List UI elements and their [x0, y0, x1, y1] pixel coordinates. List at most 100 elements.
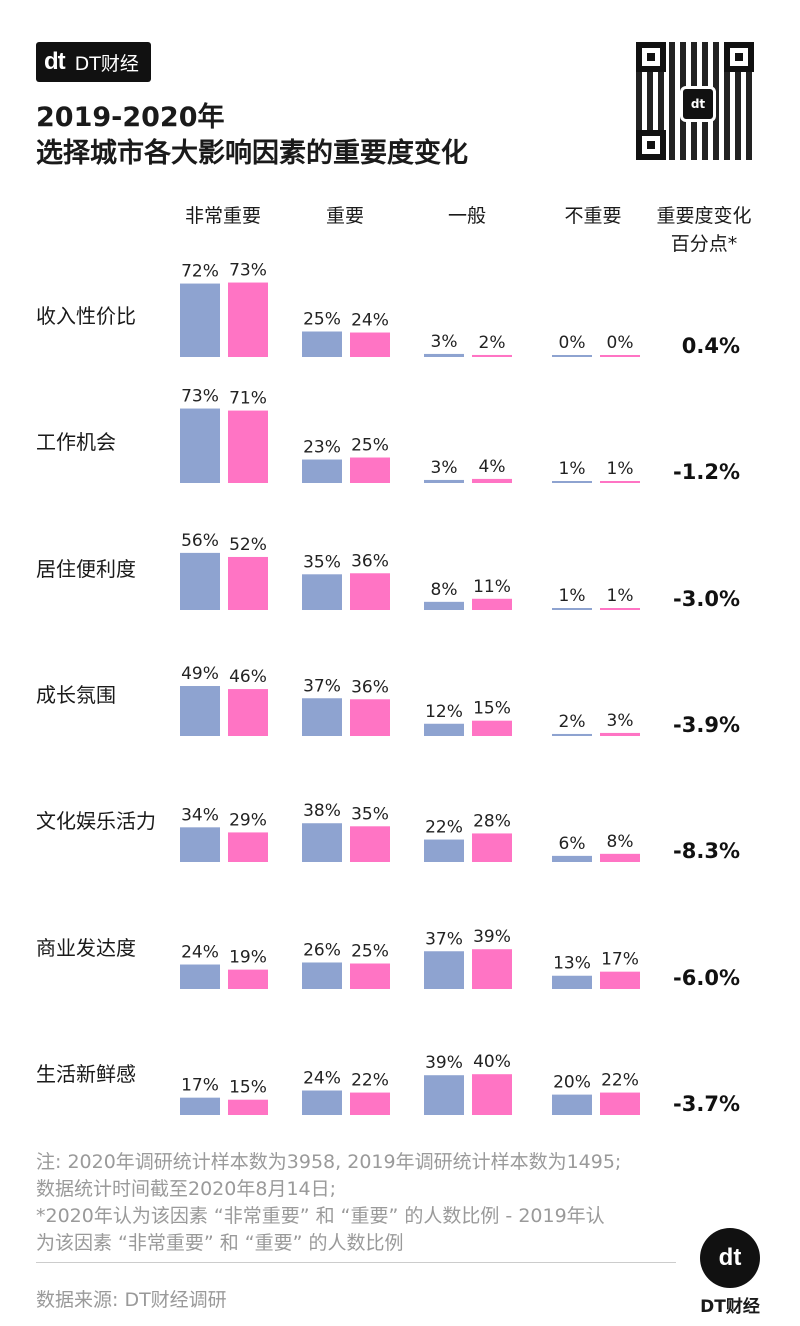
data-label: 22%	[425, 818, 463, 838]
data-label: 17%	[181, 1076, 219, 1096]
row-label: 生活新鲜感	[36, 1062, 136, 1086]
change-value: 0.4%	[682, 334, 740, 358]
data-label: 24%	[181, 943, 219, 963]
row-label: 收入性价比	[36, 304, 136, 328]
data-label: 4%	[479, 457, 506, 477]
qr-center-logo-icon: dt	[680, 86, 716, 122]
row-label: 居住便利度	[36, 557, 136, 581]
change-value: -6.0%	[673, 966, 740, 990]
data-label: 15%	[473, 699, 511, 719]
qr-finder-icon	[636, 130, 666, 160]
data-label: 35%	[303, 552, 341, 572]
data-label: 0%	[607, 333, 634, 353]
data-label: 24%	[303, 1069, 341, 1089]
bar	[472, 478, 512, 483]
data-label: 25%	[351, 436, 389, 456]
footer-brand-name: DT财经	[700, 1297, 760, 1317]
bar	[302, 331, 342, 357]
data-label: 25%	[351, 942, 389, 962]
change-value: -3.7%	[673, 1092, 740, 1116]
data-label: 39%	[425, 1053, 463, 1073]
data-label: 37%	[425, 929, 463, 949]
bar	[600, 971, 640, 989]
column-header-change: 重要度变化	[656, 205, 752, 227]
data-label: 71%	[229, 389, 267, 409]
data-label: 19%	[229, 948, 267, 968]
column-header-important: 重要	[325, 205, 364, 227]
bar	[350, 573, 390, 610]
chart-title-line1: 2019-2020年	[36, 102, 225, 133]
data-source: 数据来源: DT财经调研	[36, 1289, 227, 1311]
column-header-not-important: 不重要	[564, 205, 622, 227]
bar	[302, 574, 342, 610]
brand-name: DT财经	[74, 52, 139, 75]
bar	[302, 698, 342, 736]
bar	[302, 1090, 342, 1115]
change-value: -3.0%	[673, 587, 740, 611]
dt-logo-icon: dt	[700, 1228, 760, 1288]
data-label: 72%	[181, 262, 219, 282]
bar	[228, 410, 268, 483]
data-label: 26%	[303, 940, 341, 960]
bar	[472, 720, 512, 736]
data-label: 36%	[351, 551, 389, 571]
data-label: 1%	[559, 586, 586, 606]
data-label: 24%	[351, 311, 389, 331]
footnote: 注: 2020年调研统计样本数为3958, 2019年调研统计样本数为1495;…	[36, 1149, 726, 1257]
chart-title: 2019-2020年 选择城市各大影响因素的重要度变化	[36, 100, 468, 172]
data-label: 37%	[303, 676, 341, 696]
bar	[302, 459, 342, 483]
footnote-line: 注: 2020年调研统计样本数为3958, 2019年调研统计样本数为1495;	[36, 1151, 622, 1173]
row-label: 工作机会	[36, 430, 116, 454]
data-label: 34%	[181, 805, 219, 825]
bar	[228, 282, 268, 357]
bar	[600, 732, 640, 736]
data-label: 1%	[559, 459, 586, 479]
bar	[472, 949, 512, 989]
bar	[424, 353, 464, 357]
data-label: 49%	[181, 664, 219, 684]
data-label: 1%	[607, 586, 634, 606]
data-label: 73%	[181, 387, 219, 407]
bar	[424, 601, 464, 610]
data-label: 3%	[431, 332, 458, 352]
data-label: 73%	[229, 261, 267, 281]
bar	[600, 355, 640, 357]
bar	[552, 355, 592, 357]
bar	[302, 823, 342, 862]
bar	[424, 951, 464, 989]
bar	[228, 556, 268, 610]
bar	[424, 1075, 464, 1115]
row-label: 商业发达度	[36, 936, 136, 960]
data-label: 12%	[425, 702, 463, 722]
bar	[472, 598, 512, 610]
brand-badge: dt DT财经	[36, 42, 151, 82]
qr-finder-icon	[724, 42, 754, 72]
change-value: -1.2%	[673, 460, 740, 484]
bar	[552, 481, 592, 483]
column-header-average: 一般	[447, 205, 486, 227]
data-label: 56%	[181, 531, 219, 551]
bar	[424, 479, 464, 483]
bar	[350, 826, 390, 862]
data-label: 2%	[559, 712, 586, 732]
footnote-line: *2020年认为该因素 “非常重要” 和 “重要” 的人数比例 - 2019年认	[36, 1205, 605, 1227]
bar	[600, 1092, 640, 1115]
column-header-change-unit: 百分点*	[670, 233, 738, 255]
qr-finder-icon	[636, 42, 666, 72]
bar	[350, 1092, 390, 1115]
data-label: 40%	[473, 1052, 511, 1072]
qr-code-icon: dt	[636, 42, 754, 160]
column-header-very-important: 非常重要	[184, 205, 261, 227]
data-label: 28%	[473, 811, 511, 831]
bar	[180, 552, 220, 610]
bar	[228, 1099, 268, 1115]
bar	[228, 689, 268, 736]
data-label: 38%	[303, 801, 341, 821]
data-label: 8%	[431, 580, 458, 600]
data-label: 23%	[303, 438, 341, 458]
data-label: 39%	[473, 927, 511, 947]
data-label: 13%	[553, 954, 591, 974]
bar	[600, 853, 640, 862]
change-value: -8.3%	[673, 839, 740, 863]
